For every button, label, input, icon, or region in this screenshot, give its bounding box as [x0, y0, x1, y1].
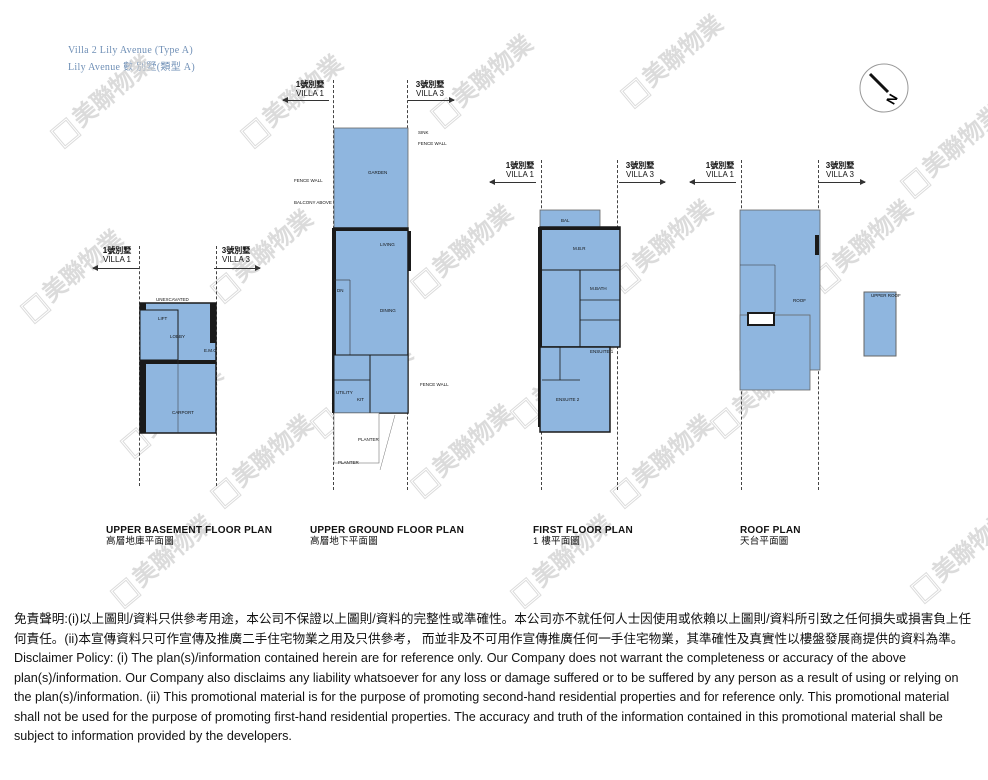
roof-drawing	[739, 209, 821, 391]
watermark: 美聯物業	[103, 505, 219, 610]
arrow-left-icon	[282, 97, 329, 103]
room-carport: CARPORT	[172, 410, 194, 415]
upper-roof-drawing	[863, 291, 897, 357]
room-mbr: M.B.R	[573, 246, 586, 251]
watermark: 美聯物業	[613, 5, 729, 110]
villa3-label: 3號別墅 VILLA 3	[415, 80, 445, 98]
room-kit: KIT	[357, 397, 365, 402]
watermark: 美聯物業	[903, 500, 988, 605]
plan-title: UPPER GROUND FLOOR PLAN 高層地下平面圖	[310, 525, 465, 547]
room-garden: GARDEN	[368, 170, 388, 175]
label-fence-wall-2: FENCE WALL	[418, 141, 447, 146]
room-lift: LIFT	[158, 316, 168, 321]
watermark: 美聯物業	[13, 220, 129, 325]
villa3-label: 3號別墅 VILLA 3	[221, 246, 251, 264]
room-emc: E.M.C	[204, 348, 217, 353]
plan-title: UPPER BASEMENT FLOOR PLAN 高層地庫平面圖	[106, 525, 273, 547]
first-floor-drawing	[538, 209, 621, 433]
villa1-label: 1號別墅 VILLA 1	[705, 161, 735, 179]
villa1-label: 1號別墅 VILLA 1	[295, 80, 325, 98]
room-bal: BAL	[561, 218, 570, 223]
room-upper-roof: UPPER ROOF	[871, 293, 901, 298]
arrow-right-icon	[214, 265, 261, 271]
north-arrow-icon: N	[859, 63, 909, 113]
villa1-label: 1號別墅 VILLA 1	[505, 161, 535, 179]
arrow-left-icon	[689, 179, 736, 185]
room-dining: DINING	[380, 308, 396, 313]
room-ensuite2: ENSUITE 2	[556, 397, 580, 402]
disclaimer-en: Disclaimer Policy: (i) The plan(s)/infor…	[14, 651, 959, 743]
plan-title: FIRST FLOOR PLAN 1 樓平面圖	[533, 525, 633, 547]
label-balcony-above: BALCONY ABOVE	[294, 200, 332, 205]
label-fence-wall: FENCE WALL	[294, 178, 323, 183]
room-unexcavated: UNEXCAVATED	[156, 297, 189, 302]
arrow-right-icon	[819, 179, 866, 185]
disclaimer: 免責聲明:(i)以上圖則/資料只供參考用途，本公司不保證以上圖則/資料的完整性或…	[14, 610, 974, 747]
label-sink: SINK	[418, 130, 429, 135]
room-living: LIVING	[380, 242, 395, 247]
upper-basement-drawing	[139, 302, 217, 434]
room-ensuite1: ENSUITE 1	[590, 349, 614, 354]
plan-header-zh: Lily Avenue 數 別墅(類型 A)	[68, 62, 195, 73]
upper-ground-drawing	[332, 127, 411, 470]
label-fence-wall-3: FENCE WALL	[420, 382, 449, 387]
room-planter-2: PLANTER	[338, 460, 359, 465]
plan-header-en: Villa 2 Lily Avenue (Type A)	[68, 45, 193, 56]
room-lobby: LOBBY	[170, 334, 186, 339]
plan-title: ROOF PLAN 天台平面圖	[740, 525, 801, 547]
arrow-left-icon	[489, 179, 536, 185]
room-mbath: M.BATH	[590, 286, 607, 291]
room-roof: ROOF	[793, 298, 806, 303]
villa3-label: 3號別墅 VILLA 3	[825, 161, 855, 179]
label-dn: DN	[337, 288, 344, 293]
watermark: 美聯物業	[503, 505, 619, 610]
arrow-left-icon	[92, 265, 139, 271]
room-planter: PLANTER	[358, 437, 379, 442]
watermark: 美聯物業	[423, 25, 539, 130]
arrow-right-icon	[408, 97, 455, 103]
room-utility: UTILITY	[336, 390, 353, 395]
disclaimer-zh: 免責聲明:(i)以上圖則/資料只供參考用途，本公司不保證以上圖則/資料的完整性或…	[14, 612, 972, 646]
villa1-label: 1號別墅 VILLA 1	[102, 246, 132, 264]
arrow-right-icon	[619, 179, 666, 185]
villa3-label: 3號別墅 VILLA 3	[625, 161, 655, 179]
